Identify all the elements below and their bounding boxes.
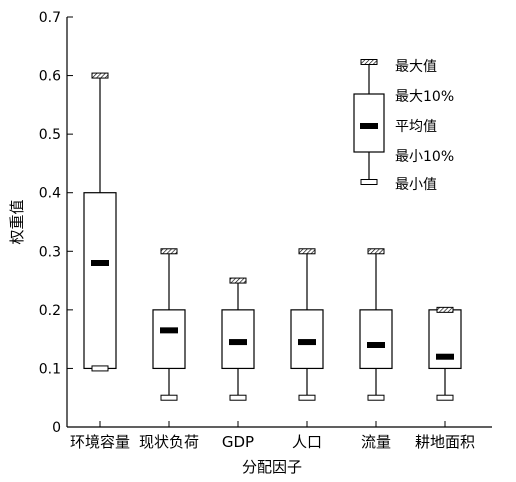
mean-marker [367,342,385,348]
x-tick-label: 耕地面积 [415,433,475,451]
legend-mean-marker [360,123,378,129]
box-series [83,72,462,401]
max-marker [229,277,247,284]
box-body [359,309,393,370]
box-group-2 [152,248,186,401]
max-marker [160,248,178,255]
mean-marker [160,327,178,334]
max-marker [367,248,385,255]
x-tick-label: 现状负荷 [139,433,199,451]
min-marker [367,394,385,401]
y-axis-label: 权重值 [8,199,26,244]
box-group-3 [221,277,255,401]
y-axis: 0 0.1 0.2 0.3 0.4 0.5 0.6 0.7 [39,10,73,436]
legend-label: 最小10% [395,149,454,165]
mean-marker [298,339,316,346]
legend-min-marker [360,179,378,185]
legend-label: 最大10% [395,89,454,105]
mean-marker [229,339,247,346]
min-marker [91,365,109,372]
box-group-6 [428,306,462,401]
box-body [83,192,117,370]
mean-marker [436,353,454,360]
box-body [152,309,186,370]
legend-label: 最大值 [395,59,437,75]
min-marker [160,394,178,401]
max-marker [91,72,109,79]
y-tick-label: 0.4 [39,186,61,202]
y-tick-label: 0.7 [39,10,61,26]
x-tick-label: 环境容量 [70,433,130,451]
y-tick-label: 0.6 [39,69,61,85]
legend-max-marker [360,59,378,65]
legend-label: 平均值 [395,119,437,135]
min-marker [229,394,247,401]
x-tick-label: 流量 [361,433,391,451]
box-body [221,309,255,370]
y-tick-label: 0.1 [39,361,61,377]
box-group-5 [359,248,393,401]
y-tick-label: 0.3 [39,244,61,260]
x-tick-label: 人口 [292,433,322,451]
y-tick-label: 0.2 [39,303,61,319]
legend-box [353,93,385,153]
box-group-4 [290,248,324,401]
y-tick-label: 0.5 [39,127,61,143]
box-group-1 [83,72,117,372]
legend-label: 最小值 [395,177,437,193]
max-marker [298,248,316,255]
min-marker [298,394,316,401]
x-axis-label: 分配因子 [242,458,302,476]
max-marker [436,306,454,313]
mean-marker [91,260,109,266]
x-tick-label: GDP [222,433,254,451]
x-axis: 环境容量 现状负荷 GDP 人口 流量 耕地面积 [67,421,492,451]
y-tick-label: 0 [52,420,61,436]
min-marker [436,394,454,401]
